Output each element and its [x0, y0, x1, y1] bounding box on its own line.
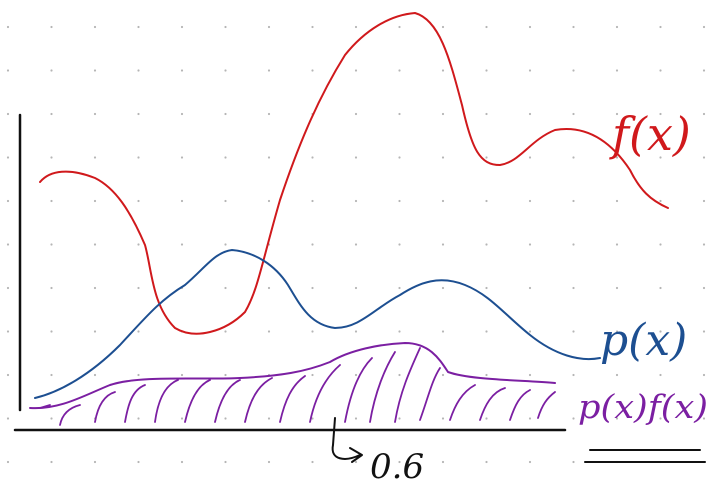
note-label: 0.6: [370, 447, 424, 487]
p-label: p(x): [600, 315, 687, 366]
product-label: p(x)f(x): [578, 387, 708, 426]
sketch: f(x) p(x) p(x)f(x) 0.6: [0, 0, 713, 491]
f-label: f(x): [609, 107, 691, 161]
page: {"labels": {"f": "f(x)", "p": "p(x)", "p…: [0, 0, 713, 491]
